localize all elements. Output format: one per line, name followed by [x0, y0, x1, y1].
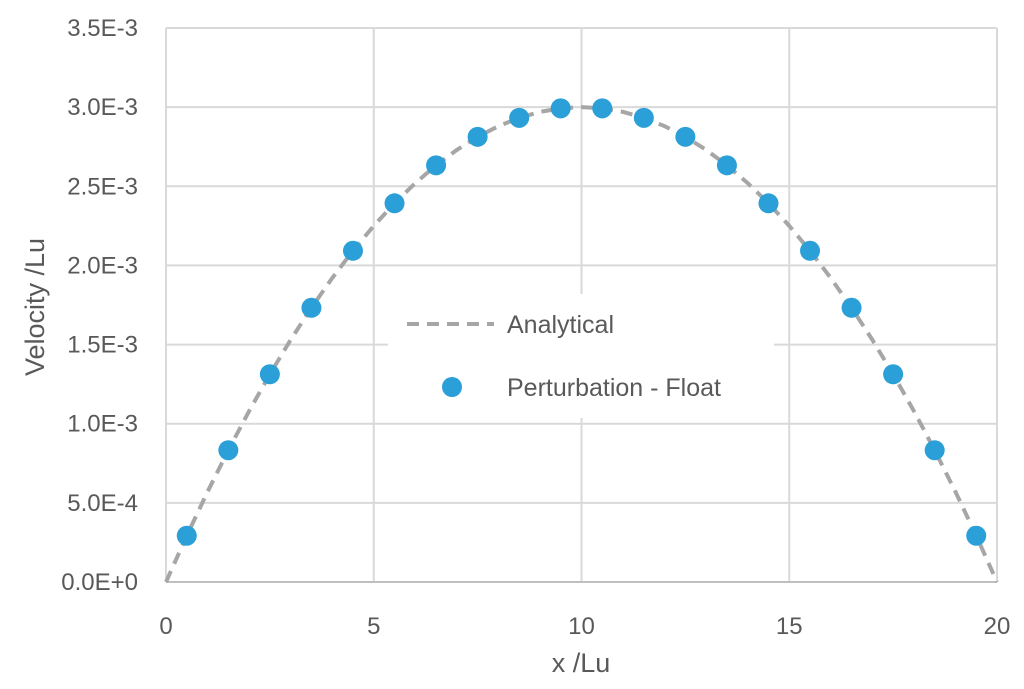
perturbation-point	[384, 193, 405, 214]
y-tick-label: 5.0E-4	[67, 490, 138, 517]
series-perturbation-float	[176, 98, 987, 546]
x-axis-title: x /Lu	[552, 648, 611, 678]
y-tick-label: 3.5E-3	[67, 15, 138, 42]
perturbation-point	[467, 126, 488, 147]
x-tick-label: 5	[367, 613, 380, 640]
perturbation-point	[924, 440, 945, 461]
perturbation-point	[592, 98, 613, 119]
legend-analytical-label: Analytical	[507, 311, 614, 339]
y-tick-label: 2.0E-3	[67, 252, 138, 279]
perturbation-point	[426, 155, 447, 176]
perturbation-point	[758, 193, 779, 214]
perturbation-point	[675, 126, 696, 147]
perturbation-point	[716, 155, 737, 176]
axes: 0.0E+0 5.0E-4 1.0E-3 1.5E-3 2.0E-3 2.5E-3 3.0E…	[61, 15, 1010, 640]
y-axis-title: Velocity /Lu	[20, 238, 50, 376]
perturbation-point	[218, 440, 239, 461]
perturbation-point	[550, 98, 571, 119]
x-tick-label: 10	[568, 613, 595, 640]
perturbation-point	[633, 107, 654, 128]
perturbation-point	[883, 364, 904, 385]
x-tick-label: 0	[159, 613, 172, 640]
legend-background	[388, 294, 774, 418]
series-analytical	[164, 105, 999, 583]
y-tick-label: 3.0E-3	[67, 94, 138, 121]
perturbation-point	[259, 364, 280, 385]
perturbation-point	[966, 525, 987, 546]
y-tick-label: 1.0E-3	[67, 411, 138, 438]
perturbation-point	[800, 240, 821, 261]
x-tick-label: 20	[984, 613, 1011, 640]
perturbation-point	[841, 297, 862, 318]
perturbation-point	[342, 240, 363, 261]
legend: Analytical Perturbation - Float	[388, 294, 774, 418]
legend-perturbation-swatch	[442, 377, 462, 397]
perturbation-point	[301, 297, 322, 318]
y-tick-label: 2.5E-3	[67, 173, 138, 200]
analytical-line	[164, 105, 999, 583]
y-tick-label: 0.0E+0	[61, 569, 138, 596]
perturbation-point	[176, 525, 197, 546]
x-tick-label: 15	[776, 613, 803, 640]
legend-perturbation-label: Perturbation - Float	[507, 374, 721, 402]
perturbation-point	[509, 107, 530, 128]
y-tick-label: 1.5E-3	[67, 332, 138, 359]
